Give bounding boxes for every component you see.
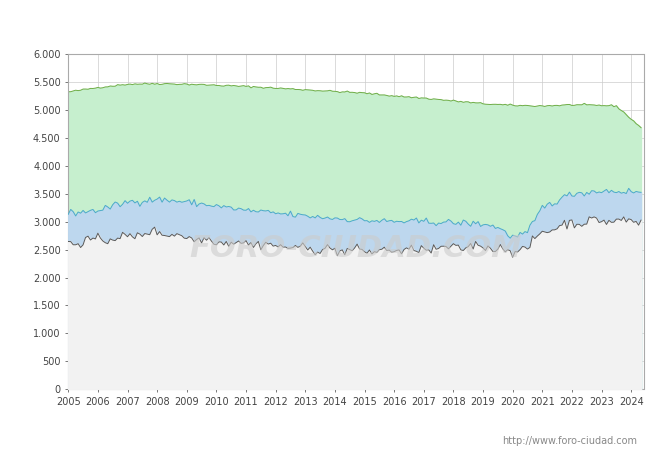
Text: Olvera - Evolucion de la poblacion en edad de Trabajar Mayo de 2024: Olvera - Evolucion de la poblacion en ed…: [93, 17, 557, 30]
Text: FORO-CIUDAD.COM: FORO-CIUDAD.COM: [190, 234, 522, 263]
Text: http://www.foro-ciudad.com: http://www.foro-ciudad.com: [502, 436, 637, 446]
